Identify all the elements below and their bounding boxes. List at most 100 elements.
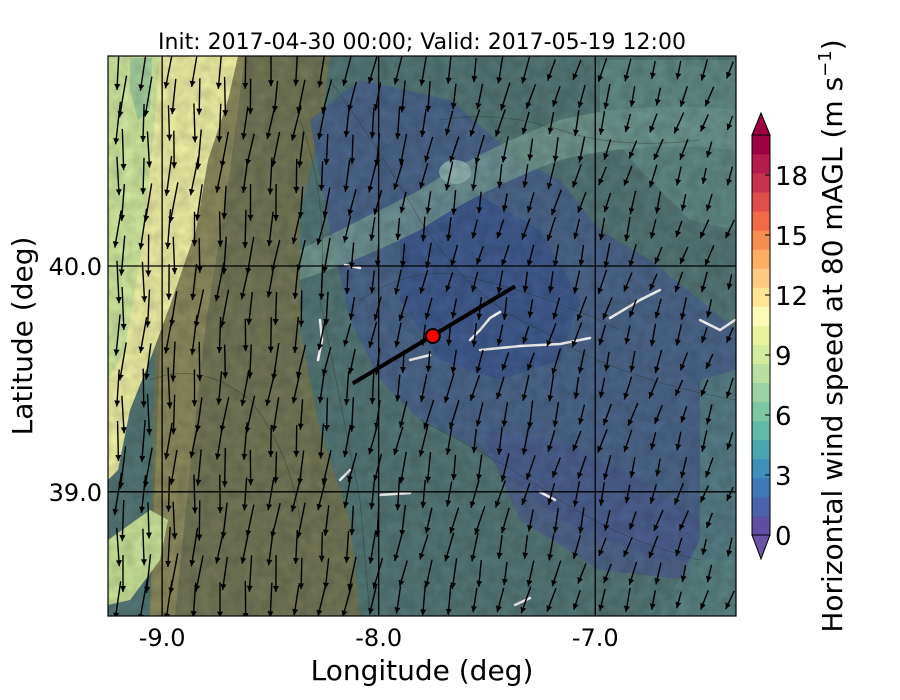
wind-vector-head: [443, 396, 450, 403]
wind-vector-head: [398, 476, 405, 484]
wind-vector-head: [342, 79, 348, 86]
wind-vector-head: [705, 417, 712, 425]
wind-vector-head: [369, 234, 376, 241]
wind-vector-shaft: [146, 289, 151, 328]
wind-vector-head: [521, 448, 528, 455]
wind-vector-head: [419, 130, 426, 138]
wind-vector-head: [501, 259, 507, 266]
wind-vector-head: [648, 551, 655, 559]
wind-vector-head: [578, 417, 584, 425]
wind-vector-head: [520, 606, 527, 614]
wind-vector-shaft: [119, 446, 127, 489]
wind-vector-head: [216, 136, 223, 143]
wind-vector-head: [572, 603, 579, 610]
wind-vector-head: [164, 242, 171, 249]
wind-vector-head: [475, 258, 482, 265]
wind-vector-head: [112, 508, 119, 516]
wind-vector-shaft: [121, 395, 125, 434]
wind-vector-head: [501, 205, 508, 212]
wind-vector-head: [318, 293, 325, 300]
wind-vector-head: [679, 100, 686, 107]
wind-vector-head: [597, 287, 604, 295]
wind-vector-head: [627, 419, 634, 426]
wind-vector-head: [624, 496, 631, 504]
wind-vector-head: [138, 346, 145, 353]
wind-vector-head: [292, 557, 299, 565]
colorbar-band: [752, 287, 770, 307]
wind-vector-head: [628, 578, 635, 585]
wind-vector-head: [649, 443, 656, 450]
wind-vector-head: [445, 448, 452, 455]
wind-vector-head: [700, 231, 706, 239]
colorbar-band: [752, 344, 770, 364]
wind-vector-shaft: [120, 183, 126, 222]
wind-vector-head: [471, 446, 478, 454]
wind-vector-head: [292, 292, 299, 300]
wind-vector-head: [189, 451, 196, 458]
wind-vector-shaft: [244, 56, 247, 89]
wind-vector-head: [469, 129, 476, 137]
wind-vector-head: [726, 178, 733, 186]
wind-vector-head: [194, 425, 201, 432]
colorbar-tick-label: 12: [775, 282, 808, 312]
wind-vector-head: [450, 473, 457, 481]
wind-vector-shaft: [218, 316, 222, 354]
wind-vector-head: [655, 469, 661, 477]
colorbar-band: [752, 306, 770, 326]
wind-vector-head: [471, 75, 478, 83]
wind-vector-head: [394, 395, 401, 402]
wind-vector-head: [526, 205, 533, 213]
wind-vector-head: [522, 285, 529, 293]
wind-vector-head: [572, 500, 579, 507]
wind-vector-shaft: [119, 342, 127, 381]
wind-vector-head: [449, 526, 456, 534]
wind-vector-head: [526, 259, 533, 267]
wind-vector-head: [217, 507, 224, 514]
wind-vector-shaft: [190, 527, 199, 567]
wind-vector-head: [247, 479, 254, 486]
wind-vector-shaft: [298, 131, 305, 168]
wind-vector-head: [191, 240, 198, 247]
wind-vector-head: [170, 375, 177, 382]
wind-vector-head: [701, 177, 708, 184]
wind-vector-head: [140, 401, 147, 408]
wind-vector-head: [598, 233, 605, 241]
wind-vector-head: [189, 80, 196, 87]
wind-vector-head: [654, 257, 661, 264]
wind-vector-head: [572, 287, 579, 294]
wind-vector-head: [577, 576, 583, 584]
wind-vector-shaft: [144, 76, 153, 117]
wind-vector-shaft: [198, 341, 201, 382]
wind-vector-head: [215, 82, 222, 89]
wind-vector-head: [547, 498, 554, 505]
wind-vector-head: [368, 557, 375, 564]
wind-vector-head: [188, 188, 195, 196]
wind-vector-head: [679, 313, 686, 320]
wind-vector-head: [629, 310, 635, 318]
wind-vector-head: [347, 475, 353, 483]
wind-vector-shaft: [166, 209, 172, 249]
wind-vector-head: [649, 603, 656, 610]
wind-vector-head: [420, 235, 427, 242]
wind-vector-head: [598, 338, 605, 346]
wind-vector-head: [374, 260, 381, 267]
wind-vector-head: [450, 311, 457, 319]
wind-vector-head: [318, 452, 325, 459]
wind-vector-head: [221, 213, 228, 220]
site-marker: [424, 328, 441, 344]
wind-vector-head: [495, 605, 502, 613]
wind-vector-head: [496, 287, 503, 294]
wind-vector-head: [241, 186, 247, 193]
wind-vector-head: [120, 586, 127, 593]
wind-vector-head: [398, 421, 405, 428]
colorbar-tick-label: 0: [775, 522, 792, 552]
colorbar-tick-label: 6: [775, 402, 792, 432]
wind-vector-head: [425, 207, 432, 214]
wind-vector-head: [598, 499, 605, 506]
colorbar-band: [752, 458, 770, 479]
wind-vector-head: [603, 576, 609, 583]
wind-vector-shaft: [241, 369, 250, 407]
wind-vector-head: [521, 394, 528, 401]
wind-vector-head: [521, 498, 527, 505]
wind-vector-head: [221, 481, 228, 488]
